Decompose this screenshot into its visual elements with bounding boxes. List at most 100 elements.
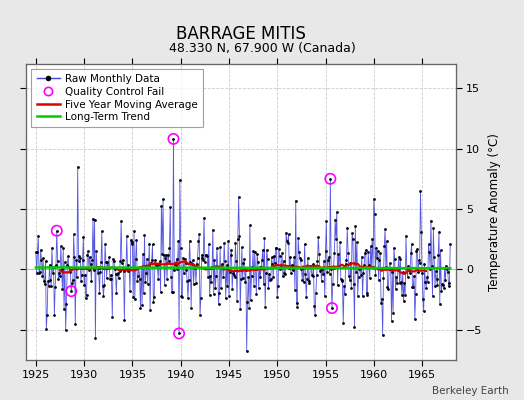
- Point: [73, 164, 82, 170]
- Point: [206, 273, 215, 280]
- Point: [323, 268, 331, 275]
- Point: [46, 276, 54, 283]
- Point: [145, 240, 154, 247]
- Point: [208, 264, 216, 270]
- Point: [37, 246, 45, 253]
- Point: [365, 262, 373, 268]
- Point: [198, 252, 206, 258]
- Point: [330, 265, 338, 271]
- Point: [354, 274, 363, 280]
- Point: [70, 231, 78, 238]
- Point: [432, 268, 440, 274]
- Point: [416, 188, 424, 194]
- Point: [53, 258, 62, 264]
- Point: [52, 262, 60, 268]
- Point: [226, 269, 234, 276]
- Point: [321, 248, 330, 254]
- Point: [141, 279, 149, 285]
- Point: [175, 330, 183, 337]
- Point: [35, 270, 43, 276]
- Point: [94, 264, 103, 271]
- Point: [375, 257, 384, 264]
- Point: [250, 249, 259, 255]
- Point: [201, 259, 209, 265]
- Point: [383, 238, 391, 244]
- Point: [446, 241, 454, 247]
- Point: [295, 248, 303, 255]
- Point: [66, 267, 74, 273]
- Point: [297, 257, 305, 264]
- Point: [404, 263, 412, 269]
- Point: [157, 202, 166, 209]
- Point: [177, 292, 185, 299]
- Point: [66, 269, 74, 276]
- Point: [81, 272, 89, 278]
- Point: [328, 305, 336, 311]
- Point: [112, 290, 121, 296]
- Point: [221, 258, 229, 264]
- Point: [156, 289, 165, 295]
- Point: [237, 276, 245, 282]
- Point: [377, 300, 385, 306]
- Point: [296, 255, 304, 262]
- Point: [183, 278, 191, 284]
- Point: [40, 281, 49, 287]
- Point: [182, 266, 191, 273]
- Point: [138, 302, 146, 308]
- Point: [70, 254, 79, 260]
- Point: [370, 210, 379, 217]
- Point: [163, 252, 172, 258]
- Point: [273, 294, 281, 300]
- Point: [271, 245, 280, 251]
- Point: [51, 284, 59, 290]
- Point: [292, 300, 301, 306]
- Point: [202, 252, 211, 258]
- Point: [122, 264, 130, 271]
- Point: [334, 251, 343, 257]
- Point: [241, 279, 249, 286]
- Point: [369, 196, 378, 202]
- Point: [368, 236, 376, 242]
- Point: [311, 312, 319, 318]
- Point: [269, 274, 277, 280]
- Point: [177, 244, 185, 251]
- Point: [93, 264, 101, 270]
- Point: [227, 247, 236, 253]
- Point: [207, 278, 215, 285]
- Point: [403, 274, 412, 280]
- Point: [162, 252, 170, 258]
- Point: [322, 218, 331, 224]
- Point: [158, 251, 167, 257]
- Point: [419, 296, 427, 302]
- Point: [423, 279, 432, 285]
- Point: [254, 259, 262, 265]
- Point: [101, 241, 109, 248]
- Point: [388, 268, 397, 275]
- Point: [442, 262, 451, 269]
- Point: [215, 290, 224, 296]
- Point: [333, 208, 341, 215]
- Point: [414, 268, 422, 275]
- Point: [276, 266, 285, 272]
- Point: [411, 291, 420, 298]
- Point: [59, 245, 68, 251]
- Point: [52, 228, 61, 234]
- Point: [192, 279, 200, 286]
- Point: [90, 267, 98, 273]
- Point: [402, 232, 410, 239]
- Point: [411, 316, 419, 322]
- Point: [289, 264, 298, 270]
- Point: [222, 295, 230, 301]
- Point: [179, 255, 187, 262]
- Point: [351, 223, 359, 230]
- Point: [76, 254, 84, 261]
- Point: [414, 257, 423, 264]
- Point: [420, 261, 429, 268]
- Point: [287, 270, 295, 276]
- Point: [434, 252, 442, 258]
- Point: [318, 266, 326, 272]
- Point: [283, 238, 291, 244]
- Point: [288, 267, 297, 274]
- Point: [375, 277, 383, 284]
- Point: [165, 258, 173, 264]
